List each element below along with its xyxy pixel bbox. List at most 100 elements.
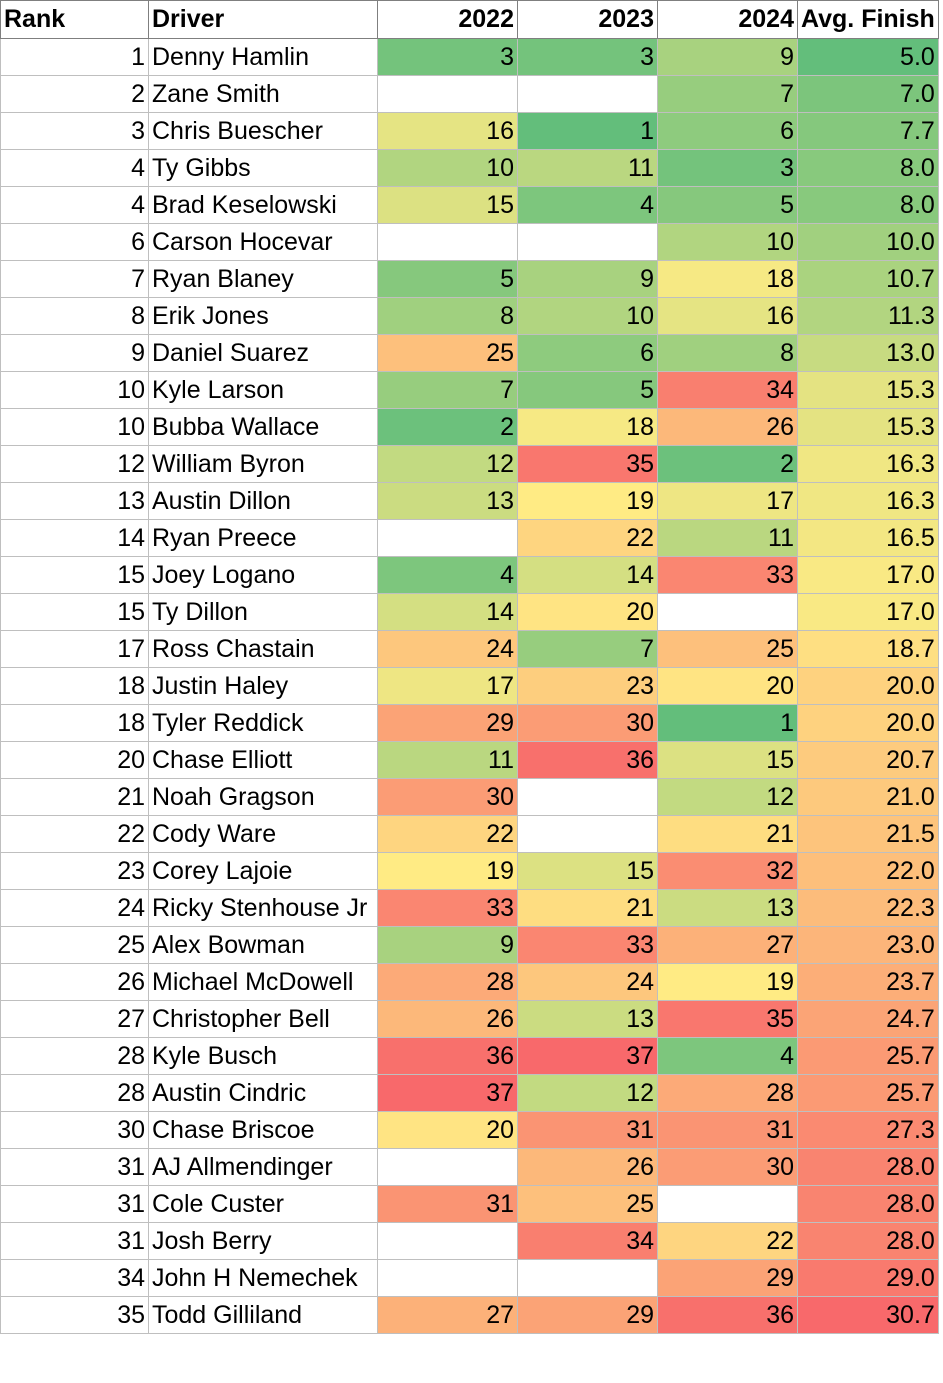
rank-cell[interactable]: 7 xyxy=(0,260,149,298)
finish-2023-cell[interactable] xyxy=(517,778,658,816)
finish-2023-cell[interactable]: 22 xyxy=(517,519,658,557)
finish-2022-cell[interactable]: 19 xyxy=(377,852,518,890)
finish-2022-cell[interactable]: 24 xyxy=(377,630,518,668)
finish-2024-cell[interactable]: 18 xyxy=(657,260,798,298)
finish-2024-cell[interactable]: 10 xyxy=(657,223,798,261)
rank-cell[interactable]: 31 xyxy=(0,1185,149,1223)
driver-cell[interactable]: Ryan Preece xyxy=(148,519,378,557)
avg-finish-cell[interactable]: 30.7 xyxy=(797,1296,939,1334)
finish-2023-cell[interactable]: 15 xyxy=(517,852,658,890)
avg-finish-cell[interactable]: 25.7 xyxy=(797,1037,939,1075)
finish-2022-cell[interactable] xyxy=(377,223,518,261)
header-avg-finish[interactable]: Avg. Finish xyxy=(797,0,939,39)
driver-cell[interactable]: Alex Bowman xyxy=(148,926,378,964)
driver-cell[interactable]: John H Nemechek xyxy=(148,1259,378,1297)
finish-2023-cell[interactable]: 7 xyxy=(517,630,658,668)
finish-2024-cell[interactable]: 15 xyxy=(657,741,798,779)
avg-finish-cell[interactable]: 7.0 xyxy=(797,75,939,113)
avg-finish-cell[interactable]: 16.3 xyxy=(797,482,939,520)
finish-2022-cell[interactable]: 26 xyxy=(377,1000,518,1038)
avg-finish-cell[interactable]: 15.3 xyxy=(797,371,939,409)
driver-cell[interactable]: Josh Berry xyxy=(148,1222,378,1260)
avg-finish-cell[interactable]: 21.0 xyxy=(797,778,939,816)
driver-cell[interactable]: Ryan Blaney xyxy=(148,260,378,298)
finish-2023-cell[interactable]: 29 xyxy=(517,1296,658,1334)
rank-cell[interactable]: 21 xyxy=(0,778,149,816)
driver-cell[interactable]: Austin Cindric xyxy=(148,1074,378,1112)
rank-cell[interactable]: 6 xyxy=(0,223,149,261)
driver-cell[interactable]: Justin Haley xyxy=(148,667,378,705)
rank-cell[interactable]: 9 xyxy=(0,334,149,372)
driver-cell[interactable]: Cody Ware xyxy=(148,815,378,853)
finish-2024-cell[interactable]: 11 xyxy=(657,519,798,557)
finish-2024-cell[interactable]: 33 xyxy=(657,556,798,594)
finish-2024-cell[interactable]: 3 xyxy=(657,149,798,187)
driver-cell[interactable]: Joey Logano xyxy=(148,556,378,594)
finish-2022-cell[interactable]: 8 xyxy=(377,297,518,335)
finish-2024-cell[interactable]: 12 xyxy=(657,778,798,816)
finish-2022-cell[interactable]: 2 xyxy=(377,408,518,446)
finish-2022-cell[interactable]: 25 xyxy=(377,334,518,372)
driver-cell[interactable]: Christopher Bell xyxy=(148,1000,378,1038)
finish-2024-cell[interactable]: 34 xyxy=(657,371,798,409)
finish-2024-cell[interactable]: 2 xyxy=(657,445,798,483)
rank-cell[interactable]: 22 xyxy=(0,815,149,853)
finish-2024-cell[interactable]: 8 xyxy=(657,334,798,372)
finish-2022-cell[interactable]: 20 xyxy=(377,1111,518,1149)
finish-2024-cell[interactable]: 21 xyxy=(657,815,798,853)
rank-cell[interactable]: 20 xyxy=(0,741,149,779)
finish-2023-cell[interactable]: 31 xyxy=(517,1111,658,1149)
finish-2023-cell[interactable]: 25 xyxy=(517,1185,658,1223)
finish-2024-cell[interactable]: 16 xyxy=(657,297,798,335)
rank-cell[interactable]: 31 xyxy=(0,1148,149,1186)
rank-cell[interactable]: 4 xyxy=(0,186,149,224)
finish-2022-cell[interactable]: 4 xyxy=(377,556,518,594)
finish-2024-cell[interactable]: 22 xyxy=(657,1222,798,1260)
finish-2022-cell[interactable]: 17 xyxy=(377,667,518,705)
rank-cell[interactable]: 26 xyxy=(0,963,149,1001)
driver-cell[interactable]: Ty Gibbs xyxy=(148,149,378,187)
rank-cell[interactable]: 15 xyxy=(0,593,149,631)
finish-2023-cell[interactable]: 10 xyxy=(517,297,658,335)
rank-cell[interactable]: 35 xyxy=(0,1296,149,1334)
finish-2022-cell[interactable]: 9 xyxy=(377,926,518,964)
finish-2023-cell[interactable]: 26 xyxy=(517,1148,658,1186)
avg-finish-cell[interactable]: 16.3 xyxy=(797,445,939,483)
finish-2024-cell[interactable]: 27 xyxy=(657,926,798,964)
finish-2022-cell[interactable] xyxy=(377,519,518,557)
finish-2022-cell[interactable]: 15 xyxy=(377,186,518,224)
avg-finish-cell[interactable]: 20.7 xyxy=(797,741,939,779)
finish-2023-cell[interactable]: 35 xyxy=(517,445,658,483)
finish-2023-cell[interactable]: 9 xyxy=(517,260,658,298)
driver-cell[interactable]: Todd Gilliland xyxy=(148,1296,378,1334)
finish-2024-cell[interactable]: 9 xyxy=(657,38,798,76)
rank-cell[interactable]: 28 xyxy=(0,1037,149,1075)
avg-finish-cell[interactable]: 17.0 xyxy=(797,593,939,631)
rank-cell[interactable]: 4 xyxy=(0,149,149,187)
rank-cell[interactable]: 25 xyxy=(0,926,149,964)
finish-2024-cell[interactable]: 7 xyxy=(657,75,798,113)
avg-finish-cell[interactable]: 10.7 xyxy=(797,260,939,298)
finish-2022-cell[interactable]: 33 xyxy=(377,889,518,927)
rank-cell[interactable]: 14 xyxy=(0,519,149,557)
driver-cell[interactable]: Ross Chastain xyxy=(148,630,378,668)
rank-cell[interactable]: 18 xyxy=(0,704,149,742)
finish-2024-cell[interactable]: 28 xyxy=(657,1074,798,1112)
avg-finish-cell[interactable]: 10.0 xyxy=(797,223,939,261)
finish-2022-cell[interactable]: 13 xyxy=(377,482,518,520)
finish-2023-cell[interactable]: 11 xyxy=(517,149,658,187)
finish-2024-cell[interactable]: 36 xyxy=(657,1296,798,1334)
avg-finish-cell[interactable]: 16.5 xyxy=(797,519,939,557)
avg-finish-cell[interactable]: 5.0 xyxy=(797,38,939,76)
rank-cell[interactable]: 2 xyxy=(0,75,149,113)
rank-cell[interactable]: 12 xyxy=(0,445,149,483)
driver-cell[interactable]: Denny Hamlin xyxy=(148,38,378,76)
finish-2024-cell[interactable] xyxy=(657,593,798,631)
finish-2023-cell[interactable]: 18 xyxy=(517,408,658,446)
avg-finish-cell[interactable]: 28.0 xyxy=(797,1185,939,1223)
finish-2023-cell[interactable]: 1 xyxy=(517,112,658,150)
driver-cell[interactable]: Chase Briscoe xyxy=(148,1111,378,1149)
driver-cell[interactable]: Noah Gragson xyxy=(148,778,378,816)
finish-2023-cell[interactable]: 5 xyxy=(517,371,658,409)
finish-2022-cell[interactable] xyxy=(377,1148,518,1186)
